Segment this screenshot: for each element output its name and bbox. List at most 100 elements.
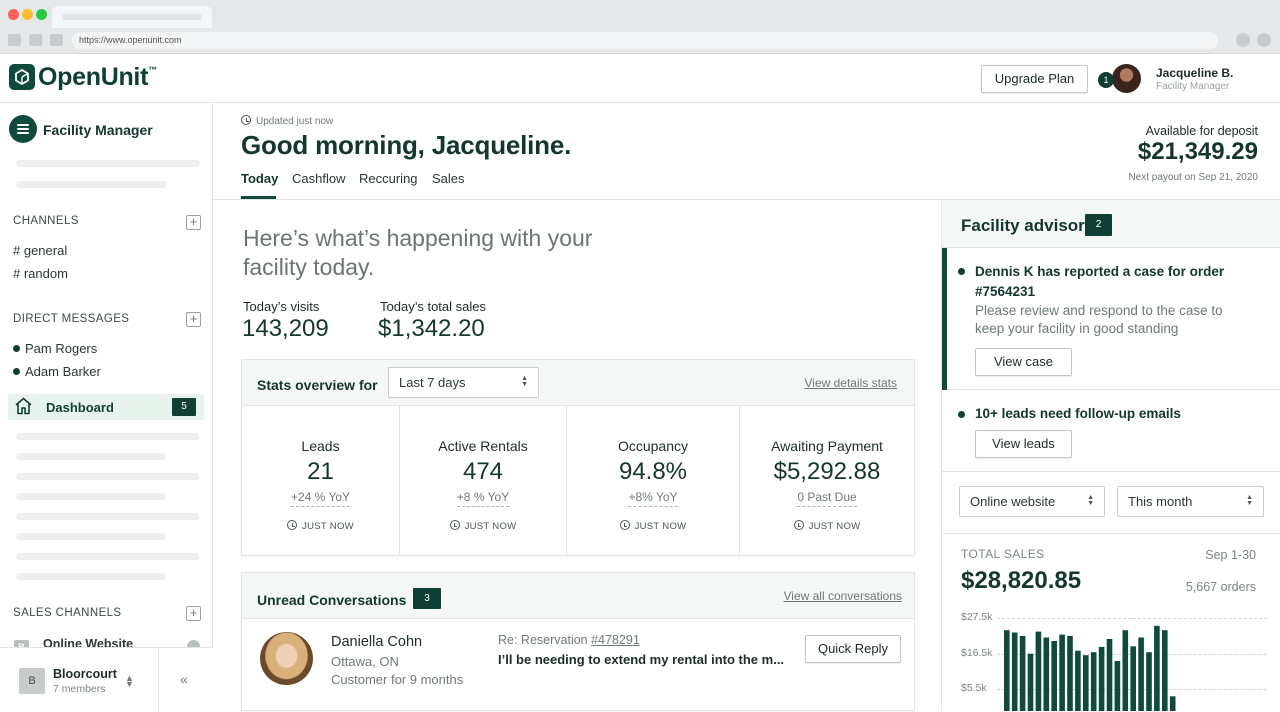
- month-select[interactable]: This month ▲ ▼: [1117, 486, 1264, 517]
- maximize-window-icon[interactable]: [36, 9, 47, 20]
- logo[interactable]: OpenUnit™: [38, 63, 157, 91]
- upgrade-plan-button[interactable]: Upgrade Plan: [981, 65, 1088, 93]
- view-case-button[interactable]: View case: [975, 348, 1072, 376]
- chart-bar[interactable]: [1130, 646, 1136, 711]
- updated-status: Updated just now: [241, 115, 333, 127]
- sidebar-item-general[interactable]: # general: [13, 243, 68, 258]
- divider: [942, 533, 1280, 534]
- customer-name[interactable]: Daniella Cohn: [331, 634, 423, 650]
- user-role: Facility Manager: [1156, 81, 1230, 92]
- page-title: Good morning, Jacqueline.: [241, 130, 572, 160]
- tab-reccuring[interactable]: Reccuring: [359, 171, 418, 186]
- chart-bar[interactable]: [1098, 646, 1105, 711]
- chart-bar[interactable]: [1004, 630, 1010, 711]
- placeholder-bar: [16, 473, 199, 480]
- sidebar-item-pam-rogers[interactable]: Pam Rogers: [13, 341, 97, 356]
- add-channel-button[interactable]: +: [186, 215, 201, 230]
- browser-chrome: https://www.openunit.com: [0, 0, 1280, 54]
- chart-bar[interactable]: [1169, 696, 1176, 711]
- organization-switcher[interactable]: B Bloorcourt 7 members ▲ ▼ «: [0, 647, 213, 712]
- stats-header: Stats overview for Last 7 days ▲ ▼ View de…: [242, 360, 914, 406]
- collapse-sidebar-icon[interactable]: «: [180, 671, 188, 687]
- chevron-updown-icon[interactable]: ▲ ▼: [125, 673, 134, 689]
- chart-bar[interactable]: [1122, 630, 1129, 711]
- reload-icon[interactable]: [50, 34, 63, 46]
- chart-bar[interactable]: [1051, 641, 1057, 711]
- notification-badge[interactable]: 1: [1098, 72, 1114, 88]
- chart-bar[interactable]: [1154, 625, 1160, 711]
- forward-icon[interactable]: [29, 34, 42, 46]
- active-tab-indicator: [241, 196, 276, 199]
- tab-today[interactable]: Today: [241, 171, 279, 186]
- advisor-header: Facility advisor 2: [942, 200, 1280, 248]
- advisor-item-title: 10+ leads need follow-up emails: [975, 406, 1181, 421]
- chart-bar[interactable]: [1043, 637, 1050, 712]
- user-name[interactable]: Jacqueline B.: [1156, 66, 1234, 80]
- advisor-item: Dennis K has reported a case for order #…: [942, 248, 1280, 390]
- period-select[interactable]: Last 7 days ▲ ▼: [388, 367, 539, 398]
- chart-bar[interactable]: [1083, 655, 1089, 711]
- add-dm-button[interactable]: +: [186, 312, 201, 327]
- placeholder-bar: [16, 513, 199, 520]
- divider: [399, 406, 400, 556]
- app-header: OpenUnit™ Upgrade Plan 1 Jacqueline B. F…: [0, 54, 1280, 103]
- view-all-conversations-link[interactable]: View all conversations: [783, 589, 902, 603]
- clock-icon: [449, 520, 460, 530]
- chart-bar[interactable]: [1162, 630, 1168, 711]
- chart-bar[interactable]: [1059, 634, 1065, 711]
- conversation-message[interactable]: I’ll be needing to extend my rental into…: [498, 652, 785, 667]
- avatar[interactable]: [1112, 64, 1141, 93]
- sidebar-item-random[interactable]: # random: [13, 266, 68, 281]
- stat-occupancy: Occupancy 94.8% +8% YoY JUST NOW: [617, 438, 689, 532]
- minimize-window-icon[interactable]: [22, 9, 33, 20]
- chart-bar[interactable]: [1114, 661, 1121, 711]
- close-window-icon[interactable]: [8, 9, 19, 20]
- online-status-icon: [13, 368, 20, 375]
- tab-cashflow[interactable]: Cashflow: [292, 171, 346, 186]
- sidebar-item-dashboard[interactable]: Dashboard 5: [8, 394, 204, 420]
- sales-bar-chart: [1004, 625, 1176, 712]
- chart-bar[interactable]: [1106, 639, 1113, 711]
- chart-bar[interactable]: [1146, 652, 1152, 711]
- chart-bar[interactable]: [1138, 637, 1144, 712]
- browser-tab[interactable]: [52, 6, 212, 28]
- total-orders: 5,667 orders: [1185, 580, 1256, 594]
- deposit-amount: $21,349.29: [1137, 138, 1258, 165]
- org-avatar: B: [19, 668, 45, 694]
- channel-select[interactable]: Online website ▲ ▼: [959, 486, 1105, 517]
- address-bar[interactable]: https://www.openunit.com: [72, 32, 1218, 49]
- chart-bar[interactable]: [1067, 636, 1073, 711]
- org-name: Bloorcourt: [53, 667, 117, 681]
- profile-icon[interactable]: [1257, 33, 1271, 47]
- chevron-updown-icon: ▲ ▼: [521, 375, 528, 388]
- sidebar-title[interactable]: Facility Manager: [43, 122, 153, 138]
- chart-bar[interactable]: [1035, 631, 1042, 711]
- advisor-count-badge: 2: [1085, 214, 1112, 236]
- chart-bar[interactable]: [1090, 652, 1097, 711]
- sales-label: Today’s total sales: [380, 299, 486, 314]
- customer-since: Customer for 9 months: [331, 672, 464, 687]
- deposit-label: Available for deposit: [1145, 124, 1258, 138]
- chart-bar[interactable]: [1027, 653, 1034, 711]
- online-status-icon: [13, 345, 20, 352]
- extension-icon[interactable]: [1236, 33, 1250, 47]
- chart-bar[interactable]: [1011, 632, 1018, 712]
- placeholder-bar: [16, 573, 166, 580]
- total-sales-amount: $28,820.85: [961, 567, 1082, 594]
- total-sales-label: TOTAL SALES: [961, 547, 1045, 561]
- chart-bar[interactable]: [1019, 636, 1026, 711]
- sidebar-item-adam-barker[interactable]: Adam Barker: [13, 364, 101, 379]
- add-sales-channel-button[interactable]: +: [186, 606, 201, 621]
- dashboard-count-badge: 5: [172, 398, 196, 416]
- back-icon[interactable]: [8, 34, 21, 46]
- clock-icon: [619, 520, 630, 530]
- intro-heading: Here’s what’s happening with your facili…: [243, 225, 593, 280]
- advisor-title: Facility advisor: [961, 216, 1085, 235]
- view-details-stats-link[interactable]: View details stats: [804, 376, 898, 390]
- tab-sales[interactable]: Sales: [432, 171, 465, 186]
- reservation-link[interactable]: #478291: [591, 633, 640, 647]
- view-leads-button[interactable]: View leads: [975, 430, 1072, 458]
- conversations-header: Unread Conversations 3 View all conversa…: [242, 573, 914, 619]
- chart-bar[interactable]: [1075, 650, 1081, 711]
- quick-reply-button[interactable]: Quick Reply: [805, 635, 901, 663]
